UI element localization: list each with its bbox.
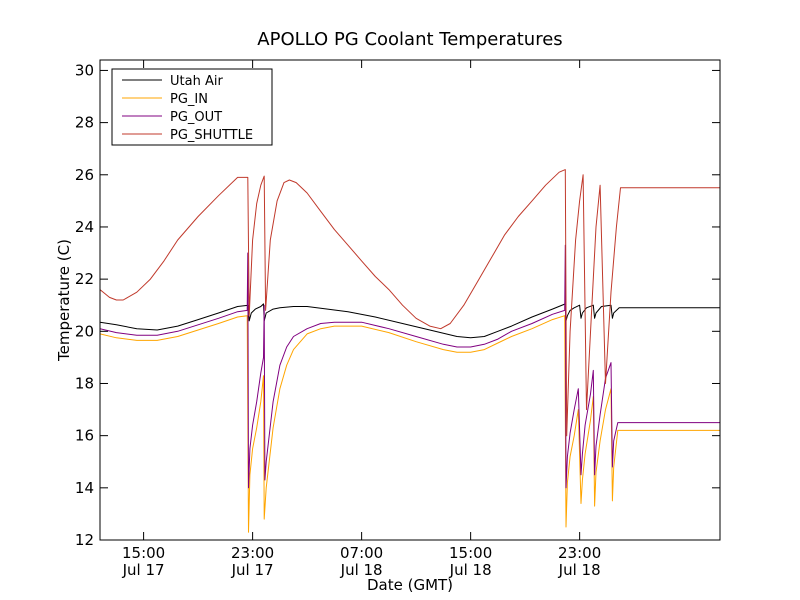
x-tick-label-date: Jul 17 — [122, 561, 165, 579]
x-tick-label-date: Jul 18 — [340, 561, 383, 579]
x-tick-label-time: 15:00 — [449, 544, 492, 562]
y-tick-label: 16 — [75, 427, 94, 445]
x-tick-label-date: Jul 18 — [558, 561, 601, 579]
legend-label-utah-air: Utah Air — [170, 74, 223, 89]
legend-label-pg-in: PG_IN — [170, 92, 208, 107]
x-tick-label-date: Jul 18 — [449, 561, 492, 579]
legend-label-pg-out: PG_OUT — [170, 110, 222, 125]
x-axis-label: Date (GMT) — [367, 576, 453, 594]
x-tick-label-time: 23:00 — [231, 544, 274, 562]
y-tick-label: 22 — [75, 270, 94, 288]
y-tick-label: 28 — [75, 114, 94, 132]
legend-box — [111, 68, 273, 146]
y-tick-label: 18 — [75, 374, 94, 392]
y-tick-label: 30 — [75, 61, 94, 79]
x-tick-label-time: 15:00 — [122, 544, 165, 562]
series-line-pg-out — [100, 244, 720, 489]
y-tick-label: 20 — [75, 322, 94, 340]
chart-title: APOLLO PG Coolant Temperatures — [257, 29, 562, 50]
series-line-pg-in — [100, 315, 720, 533]
x-tick-label-time: 07:00 — [340, 544, 383, 562]
x-tick-label-date: Jul 17 — [231, 561, 274, 579]
series-line-pg-shuttle — [100, 169, 720, 437]
x-tick-label-time: 23:00 — [558, 544, 601, 562]
y-axis-label: Temperature (C) — [55, 239, 73, 362]
y-tick-label: 24 — [75, 218, 94, 236]
legend-label-pg-shuttle: PG_SHUTTLE — [170, 128, 253, 143]
y-tick-label: 12 — [75, 531, 94, 549]
y-tick-label: 14 — [75, 479, 94, 497]
legend: Utah Air PG_IN PG_OUT PG_SHUTTLE — [111, 68, 273, 146]
y-tick-label: 26 — [75, 166, 94, 184]
plot-frame — [99, 59, 721, 541]
